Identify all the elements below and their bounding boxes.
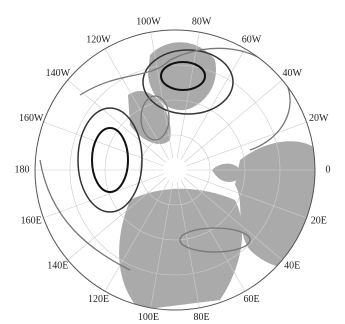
meridian — [176, 181, 200, 308]
contours — [39, 47, 291, 271]
longitude-label: 160W — [19, 113, 44, 124]
longitude-label: 40E — [284, 261, 300, 272]
meridian — [186, 173, 307, 219]
meridian — [43, 173, 164, 219]
meridian — [43, 121, 164, 167]
meridian — [150, 32, 174, 159]
meridian — [176, 32, 200, 159]
map-border — [34, 29, 316, 311]
longitude-label: 60W — [242, 34, 262, 45]
longitude-label: 160E — [21, 216, 42, 227]
meridian — [183, 79, 283, 163]
meridian — [183, 177, 283, 261]
longitude-label: 20W — [309, 113, 329, 124]
longitude-label: 20E — [311, 216, 327, 227]
meridian — [67, 79, 167, 163]
meridians — [35, 32, 315, 308]
meridian — [180, 48, 246, 160]
longitude-label: 120E — [88, 294, 109, 305]
meridian — [104, 48, 170, 160]
longitude-label: 140W — [46, 68, 71, 79]
longitude-labels: 100W 120W 140W 160W 180 160E 140E 120E 100E 80E 60… — [15, 17, 331, 323]
meridian — [180, 180, 246, 292]
longitude-label: 60E — [243, 294, 259, 305]
longitude-label: 140E — [47, 261, 68, 272]
longitude-label: 40W — [282, 68, 302, 79]
longitude-label: 180 — [15, 164, 30, 175]
longitude-label: 100W — [136, 17, 161, 28]
longitude-label: 0 — [326, 164, 331, 175]
meridian — [67, 177, 167, 261]
longitude-label: 100E — [138, 312, 159, 323]
meridian — [150, 181, 174, 308]
longitude-label: 80W — [192, 17, 212, 28]
longitude-label: 120W — [86, 34, 111, 45]
meridian — [186, 121, 307, 167]
meridian — [104, 180, 170, 292]
longitude-label: 80E — [194, 312, 210, 323]
